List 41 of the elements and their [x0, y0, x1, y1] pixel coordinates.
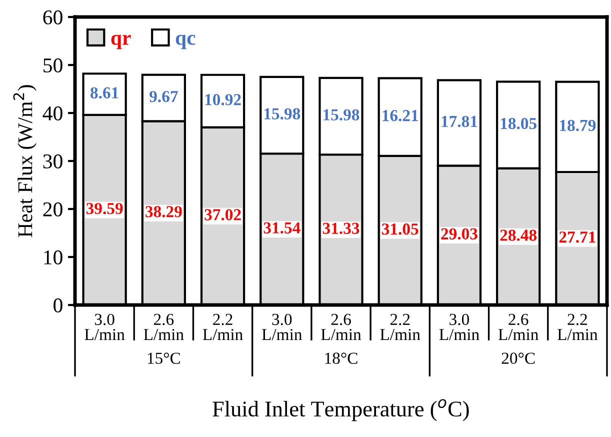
- x-tick-label: 3.0 L/min: [262, 314, 302, 340]
- x-tick-label: 2.2 L/min: [558, 314, 598, 340]
- data-label: 16.21: [382, 110, 418, 122]
- data-label: 8.61: [90, 87, 118, 99]
- data-label: 15.98: [324, 109, 360, 121]
- data-label: 28.48: [500, 230, 537, 241]
- x-tick-label: 3.0 L/min: [439, 314, 480, 340]
- y-tick-label: 60: [43, 10, 62, 24]
- data-label: 37.02: [204, 209, 241, 220]
- data-label: 31.54: [264, 222, 300, 234]
- y-tick-label: 20: [43, 202, 62, 216]
- text: 18°C: [325, 352, 358, 364]
- data-label: 31.05: [382, 223, 418, 235]
- data-label: 29.03: [441, 228, 478, 240]
- data-label: 18.05: [500, 118, 536, 130]
- data-label: 38.29: [146, 206, 182, 218]
- x-tick-label: 2.2 L/min: [202, 314, 243, 340]
- x-axis-title: Fluid Inlet Temperature ($^{o}$C): [212, 399, 469, 422]
- data-label: 15.98: [264, 108, 300, 120]
- x-tick-label: 2.6 L/min: [498, 314, 538, 340]
- data-label: 17.81: [442, 116, 478, 128]
- text: 20°C: [502, 352, 535, 364]
- x-tick-label: 2.2 L/min: [380, 314, 420, 340]
- y-tick-label: 0: [54, 298, 62, 312]
- y-axis-title: Heat Flux (W/m$^{2}$): [13, 85, 36, 238]
- data-label: 18.79: [560, 120, 596, 132]
- y-tick-label: 30: [43, 154, 62, 168]
- y-tick-label: 10: [44, 250, 62, 264]
- legend-label: qc: [176, 34, 196, 50]
- text: 15°C: [148, 352, 180, 364]
- legend-label: qr: [111, 34, 131, 50]
- data-label: 31.33: [322, 222, 360, 234]
- x-tick-label: 2.6 L/min: [144, 314, 184, 340]
- x-tick-label: 3.0 L/min: [84, 314, 125, 340]
- data-label: 39.59: [86, 202, 123, 214]
- data-label: 27.71: [559, 231, 596, 243]
- data-label: 9.67: [150, 90, 178, 102]
- y-tick-label: 50: [44, 58, 62, 72]
- x-tick-label: 2.6 L/min: [321, 314, 362, 340]
- y-tick-label: 40: [42, 106, 62, 120]
- data-label: 10.92: [205, 94, 241, 106]
